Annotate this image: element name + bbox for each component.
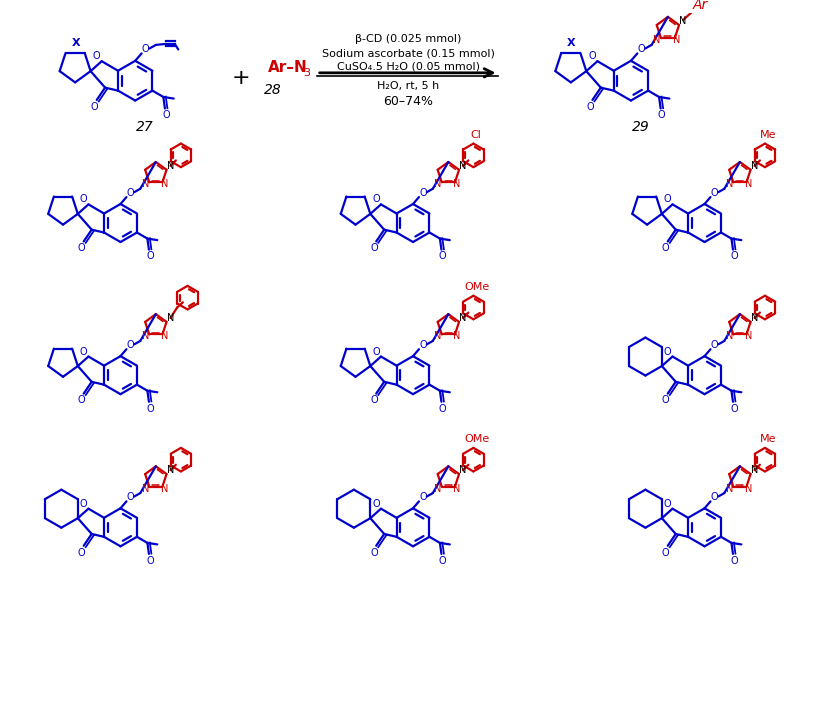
Text: Me: Me	[760, 434, 777, 444]
Text: 3: 3	[303, 68, 310, 78]
Text: N: N	[141, 180, 149, 189]
Text: N: N	[745, 180, 752, 189]
Text: O: O	[662, 548, 670, 558]
Text: O: O	[710, 188, 718, 198]
Text: OMe: OMe	[465, 434, 490, 444]
Text: O: O	[146, 555, 154, 566]
Text: O: O	[710, 340, 718, 351]
Text: +: +	[232, 68, 251, 88]
Text: O: O	[438, 251, 447, 261]
Text: O: O	[162, 111, 170, 120]
Text: 60–74%: 60–74%	[383, 95, 433, 108]
Text: O: O	[146, 251, 154, 261]
Text: H₂O, rt, 5 h: H₂O, rt, 5 h	[377, 80, 439, 91]
Text: O: O	[78, 244, 85, 253]
Text: N: N	[725, 180, 733, 189]
Text: N: N	[160, 180, 168, 189]
Text: O: O	[79, 194, 88, 204]
Text: O: O	[372, 498, 380, 509]
Text: N: N	[725, 332, 733, 341]
Text: N: N	[751, 465, 758, 475]
Text: O: O	[664, 498, 672, 509]
Text: 29: 29	[632, 120, 650, 134]
Text: N: N	[653, 35, 661, 45]
Text: O: O	[419, 340, 427, 351]
Text: O: O	[710, 492, 718, 503]
Text: Me: Me	[760, 130, 777, 140]
Text: OMe: OMe	[465, 282, 490, 292]
Text: O: O	[586, 102, 595, 112]
Text: N: N	[459, 161, 466, 171]
Text: N: N	[459, 465, 466, 475]
Text: N: N	[434, 332, 442, 341]
Text: N: N	[459, 313, 466, 323]
Text: N: N	[167, 465, 174, 475]
Text: N: N	[167, 313, 174, 323]
Text: O: O	[438, 403, 447, 414]
Text: O: O	[657, 111, 666, 120]
Text: N: N	[141, 332, 149, 341]
Text: O: O	[664, 346, 672, 357]
Text: N: N	[160, 332, 168, 341]
Text: N: N	[453, 484, 461, 494]
Text: N: N	[679, 16, 686, 26]
Text: O: O	[78, 548, 85, 558]
Text: 27: 27	[136, 120, 154, 134]
Text: O: O	[730, 403, 738, 414]
Text: O: O	[438, 555, 447, 566]
Text: O: O	[662, 244, 670, 253]
Text: O: O	[78, 396, 85, 406]
Text: O: O	[638, 44, 645, 54]
Text: 28: 28	[264, 84, 281, 97]
Text: X: X	[72, 38, 80, 48]
Text: N: N	[751, 161, 758, 171]
Text: N: N	[167, 161, 174, 171]
Text: O: O	[127, 188, 134, 198]
Text: O: O	[730, 251, 738, 261]
Text: O: O	[370, 548, 378, 558]
Text: N: N	[453, 180, 461, 189]
Text: N: N	[725, 484, 733, 494]
Text: β-CD (0.025 mmol): β-CD (0.025 mmol)	[355, 34, 461, 44]
Text: O: O	[662, 396, 670, 406]
Text: N: N	[434, 484, 442, 494]
Text: CuSO₄.5 H₂O (0.05 mmol): CuSO₄.5 H₂O (0.05 mmol)	[337, 62, 480, 72]
Text: O: O	[141, 44, 150, 54]
Text: O: O	[664, 194, 672, 204]
Text: O: O	[370, 396, 378, 406]
Text: O: O	[91, 102, 98, 112]
Text: O: O	[79, 346, 88, 357]
Text: O: O	[146, 403, 154, 414]
Text: Cl: Cl	[470, 130, 480, 140]
Text: N: N	[141, 484, 149, 494]
Text: N: N	[745, 484, 752, 494]
Text: N: N	[453, 332, 461, 341]
Text: N: N	[160, 484, 168, 494]
Text: Ar–N: Ar–N	[268, 61, 308, 75]
Text: N: N	[673, 35, 681, 45]
Text: O: O	[93, 51, 101, 61]
Text: O: O	[370, 244, 378, 253]
Text: O: O	[372, 194, 380, 204]
Text: O: O	[419, 492, 427, 503]
Text: O: O	[589, 51, 596, 61]
Text: O: O	[372, 346, 380, 357]
Text: O: O	[127, 340, 134, 351]
Text: O: O	[730, 555, 738, 566]
Text: Ar: Ar	[693, 0, 708, 13]
Text: N: N	[751, 313, 758, 323]
Text: Sodium ascorbate (0.15 mmol): Sodium ascorbate (0.15 mmol)	[322, 48, 495, 58]
Text: N: N	[745, 332, 752, 341]
Text: O: O	[79, 498, 88, 509]
Text: N: N	[434, 180, 442, 189]
Text: X: X	[567, 38, 576, 48]
Text: O: O	[127, 492, 134, 503]
Text: O: O	[419, 188, 427, 198]
